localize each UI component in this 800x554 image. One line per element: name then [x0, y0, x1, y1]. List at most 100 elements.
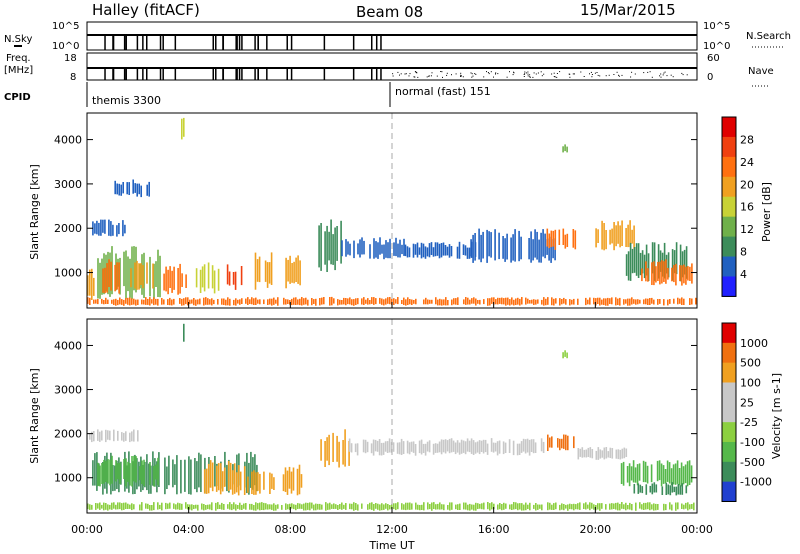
velocity-cell	[241, 504, 243, 510]
power-cell	[165, 266, 167, 292]
power-cell	[169, 266, 171, 288]
power-region	[114, 179, 150, 198]
velocity-cell	[677, 502, 679, 510]
velocity-cell	[110, 452, 112, 495]
velocity-cell	[298, 464, 301, 495]
velocity-cell	[575, 504, 577, 510]
velocity-cell	[406, 440, 409, 454]
velocity-cell	[97, 503, 99, 509]
velocity-cell	[149, 462, 151, 485]
velocity-cell	[159, 504, 161, 510]
velocity-cell	[481, 503, 483, 510]
power-cell	[673, 250, 676, 274]
velocity-cell	[379, 504, 381, 511]
nave-dot	[462, 76, 464, 78]
power-cell	[217, 268, 220, 291]
nave-dot	[660, 76, 662, 78]
velocity-cell	[677, 483, 680, 495]
power-ytick-label: 1000	[54, 267, 82, 280]
velocity-cell	[551, 436, 553, 448]
power-cell	[259, 299, 261, 305]
velocity-cell	[630, 466, 633, 481]
power-cell	[527, 298, 529, 304]
velocity-cell	[673, 486, 676, 493]
power-cell	[140, 185, 142, 198]
power-cell	[605, 298, 607, 306]
velocity-cell	[338, 441, 340, 468]
power-cell	[564, 144, 566, 152]
power-cell	[353, 240, 355, 259]
velocity-cell	[649, 502, 651, 511]
velocity-cell	[566, 352, 568, 359]
velocity-region	[89, 429, 139, 443]
velocity-cell	[133, 504, 135, 510]
velocity-cell	[637, 483, 640, 494]
velocity-cell	[384, 441, 387, 452]
power-cell	[379, 297, 381, 304]
velocity-cell	[530, 439, 533, 452]
velocity-cell	[628, 463, 631, 487]
power-cell	[135, 246, 137, 293]
power-cell	[611, 228, 613, 244]
velocity-cell	[102, 462, 104, 495]
power-cell	[145, 297, 147, 305]
velocity-cell	[139, 466, 141, 481]
nsearch-label: N.Search	[746, 31, 791, 42]
velocity-cell	[603, 447, 606, 460]
velocity-cell	[457, 504, 459, 510]
power-cell	[633, 247, 636, 273]
velocity-cell	[563, 504, 565, 511]
nave-dot	[663, 72, 665, 74]
velocity-cell	[174, 464, 176, 485]
power-cell	[663, 299, 665, 306]
power-cell	[121, 299, 123, 305]
velocity-cell	[265, 503, 267, 510]
power-cell	[339, 299, 341, 305]
power-cell	[537, 299, 539, 304]
velocity-cell	[681, 503, 683, 509]
power-cell	[647, 253, 650, 281]
power-cell	[94, 223, 96, 234]
freq-label-2: [MHz]	[4, 65, 33, 76]
power-cell	[428, 243, 431, 258]
power-cell	[479, 299, 481, 305]
velocity-cell	[301, 504, 303, 509]
power-cell	[491, 297, 493, 304]
power-cell	[318, 225, 320, 268]
nave-dot	[409, 73, 411, 75]
power-cell	[234, 271, 237, 290]
nave-dot	[486, 71, 487, 73]
velocity-cell	[366, 441, 369, 453]
velocity-cell	[573, 503, 575, 511]
station-title: Halley (fitACF)	[92, 1, 200, 19]
velocity-cell	[433, 502, 435, 509]
power-cell	[529, 300, 531, 304]
power-cell	[671, 249, 674, 281]
velocity-cell	[181, 503, 183, 510]
nave-dot	[392, 75, 394, 77]
nave-dot	[608, 74, 610, 76]
power-cell	[506, 233, 508, 260]
velocity-cell	[246, 452, 248, 494]
power-cell	[566, 146, 568, 153]
velocity-cell	[607, 451, 610, 458]
power-cell	[109, 252, 111, 297]
power-cell	[266, 262, 269, 288]
power-region	[92, 219, 126, 237]
velocity-cell	[623, 504, 625, 510]
power-cell	[118, 223, 120, 235]
power-cell	[363, 240, 365, 255]
power-cell	[468, 247, 471, 259]
power-cell	[547, 297, 549, 305]
nave-dot	[488, 73, 490, 75]
power-cell	[383, 299, 385, 306]
velocity-cell	[638, 463, 641, 481]
velocity-cell	[651, 504, 653, 510]
freq-label-1: Freq.	[6, 53, 31, 64]
power-cell	[157, 298, 159, 306]
velocity-cell	[107, 459, 109, 484]
velocity-cell	[353, 502, 355, 511]
power-cell	[627, 224, 629, 248]
velocity-cell	[129, 463, 131, 486]
power-cell	[387, 242, 389, 259]
